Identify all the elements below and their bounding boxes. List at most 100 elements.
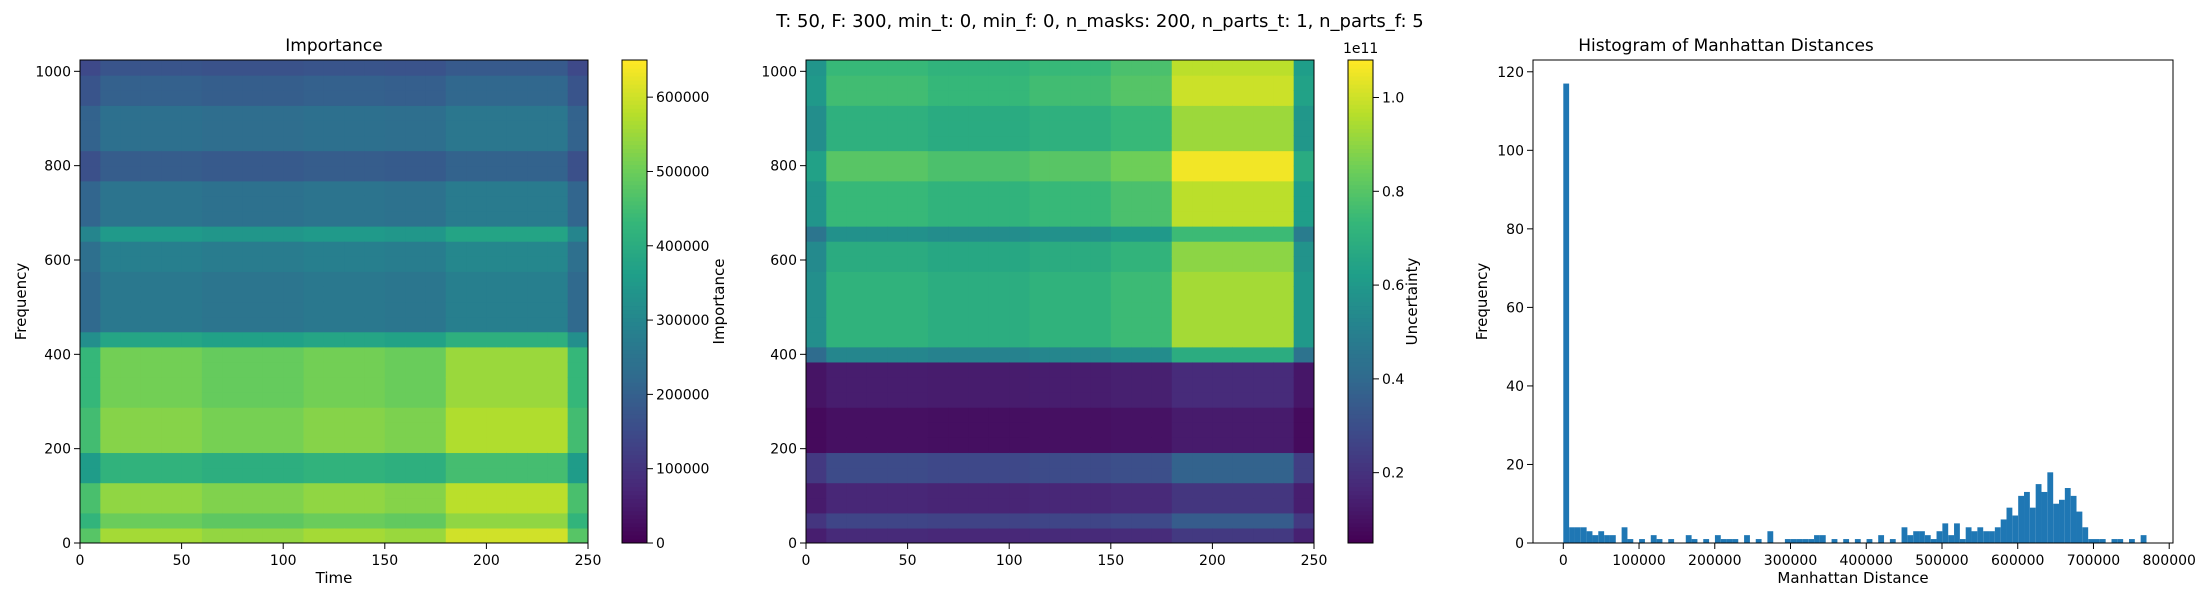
colorbar-segment (1348, 354, 1373, 359)
heatmap-cell (222, 332, 243, 348)
colorbar-segment (1348, 382, 1373, 387)
heatmap-cell (304, 392, 325, 408)
heatmap-cell (80, 256, 101, 272)
heatmap-cell (1131, 528, 1152, 544)
histogram-bar (2088, 539, 2094, 543)
heatmap-cell (867, 392, 888, 408)
heatmap-cell (527, 392, 548, 408)
heatmap-cell (1030, 468, 1051, 484)
heatmap-cell (80, 347, 101, 363)
heatmap-cell (80, 135, 101, 151)
heatmap-cell (446, 422, 467, 438)
heatmap-cell (1050, 60, 1071, 76)
heatmap-cell (344, 256, 365, 272)
heatmap-cell (466, 362, 487, 378)
heatmap-cell (121, 528, 142, 544)
heatmap-cell (1192, 60, 1213, 76)
heatmap-cell (304, 452, 325, 468)
colorbar-segment (1348, 185, 1373, 190)
heatmap-cell (887, 407, 908, 423)
heatmap-cell (1212, 256, 1233, 272)
heatmap-cell (1050, 166, 1071, 182)
heatmap-cell (385, 286, 406, 302)
heatmap-cell (507, 75, 528, 91)
heatmap-cell (547, 468, 568, 484)
heatmap-cell (202, 256, 223, 272)
heatmap-cell (324, 332, 345, 348)
heatmap-cell (908, 498, 929, 514)
heatmap-cell (928, 241, 949, 257)
heatmap-cell (908, 105, 929, 121)
heatmap-cell (1172, 498, 1193, 514)
heatmap-cell (121, 317, 142, 333)
heatmap-cell (486, 498, 507, 514)
heatmap-cell (1233, 528, 1254, 544)
heatmap-cell (1151, 75, 1172, 91)
heatmap-cell (989, 105, 1010, 121)
heatmap-cell (507, 332, 528, 348)
heatmap-cell (908, 362, 929, 378)
heatmap-cell (425, 302, 446, 318)
histogram-bar (2012, 516, 2018, 543)
heatmap-cell (969, 256, 990, 272)
colorbar-segment (622, 221, 647, 226)
heatmap-cell (928, 60, 949, 76)
colorbar-segment (1348, 281, 1373, 286)
heatmap-cell (446, 120, 467, 136)
heatmap-cell (182, 483, 203, 499)
heatmap-cell (1273, 317, 1294, 333)
heatmap-cell (283, 452, 304, 468)
x-tick-label: 150 (371, 553, 398, 569)
heatmap-cell (344, 166, 365, 182)
heatmap-cell (969, 120, 990, 136)
colorbar-segment (1348, 342, 1373, 347)
heatmap-cell (1212, 332, 1233, 348)
heatmap-cell (182, 362, 203, 378)
heatmap-cell (1111, 105, 1132, 121)
heatmap-cell (1294, 105, 1315, 121)
heatmap-cell (121, 181, 142, 197)
heatmap-cell (304, 437, 325, 453)
histogram-bar (2007, 508, 2013, 543)
heatmap-cell (202, 120, 223, 136)
heatmap-cell (141, 437, 162, 453)
heatmap-cell (887, 256, 908, 272)
heatmap-cell (1111, 181, 1132, 197)
heatmap-cell (928, 513, 949, 529)
heatmap-cell (1212, 468, 1233, 484)
heatmap-cell (1111, 211, 1132, 227)
heatmap-cell (425, 166, 446, 182)
histogram-bar (2018, 496, 2024, 543)
heatmap-cell (405, 377, 426, 393)
heatmap-cell (202, 226, 223, 242)
heatmap-cell (568, 302, 589, 318)
colorbar-segment (1348, 273, 1373, 278)
heatmap-cell (1273, 513, 1294, 529)
colorbar-segment (1348, 370, 1373, 375)
histogram-bar (1902, 527, 1908, 543)
heatmap-cell (1009, 75, 1030, 91)
heatmap-cell (80, 452, 101, 468)
heatmap-cell (324, 181, 345, 197)
heatmap-cell (1070, 317, 1091, 333)
heatmap-cell (1253, 422, 1274, 438)
heatmap-cell (826, 286, 847, 302)
colorbar-segment (1348, 285, 1373, 290)
heatmap-cell (121, 407, 142, 423)
heatmap-cell (364, 498, 385, 514)
colorbar-segment (622, 326, 647, 331)
heatmap-cell (466, 241, 487, 257)
heatmap-cell (425, 422, 446, 438)
heatmap-cell (1111, 332, 1132, 348)
heatmap-cell (121, 151, 142, 167)
heatmap-cell (887, 120, 908, 136)
x-tick-label: 250 (1301, 553, 1328, 569)
importance-title: Importance (285, 36, 382, 56)
heatmap-cell (1030, 256, 1051, 272)
colorbar-segment (1348, 378, 1373, 383)
heatmap-cell (222, 392, 243, 408)
heatmap-cell (1090, 362, 1111, 378)
heatmap-cell (80, 105, 101, 121)
heatmap-cell (1090, 226, 1111, 242)
heatmap-cell (1050, 302, 1071, 318)
